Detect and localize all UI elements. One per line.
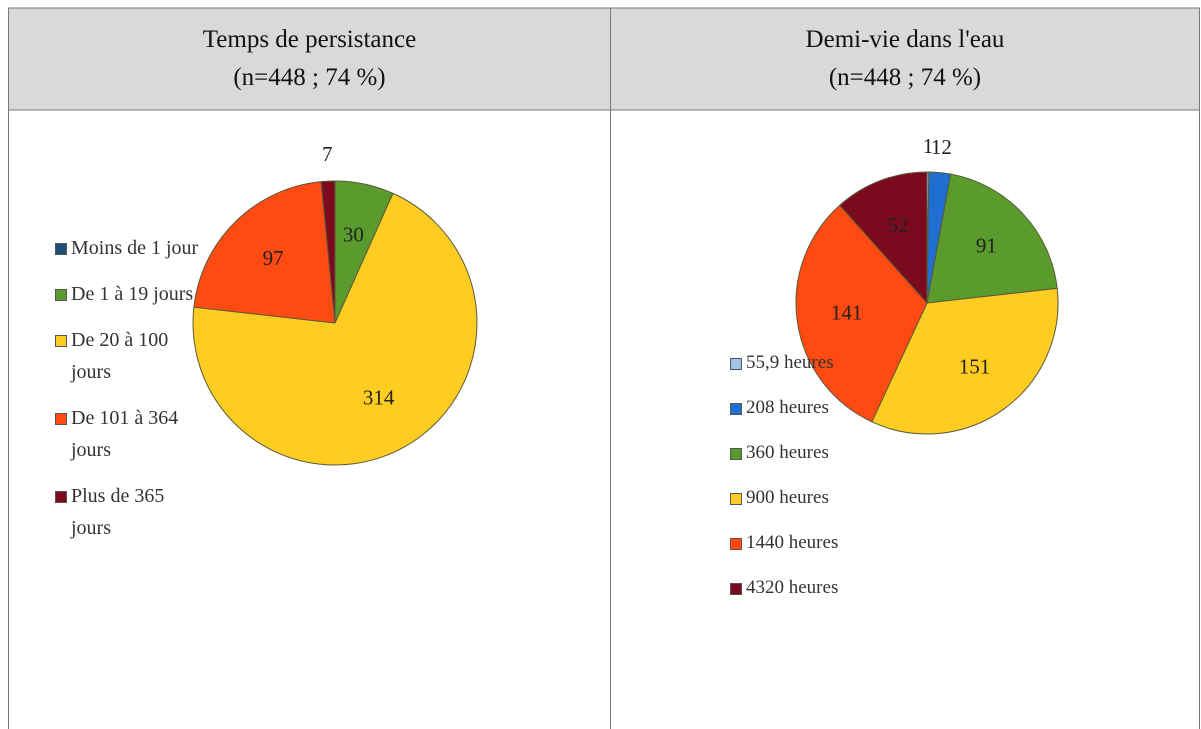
pie-slice [871,287,1059,435]
chart-title: Demi-vie dans l'eau [805,26,1005,53]
legend-swatch [55,289,67,301]
legend-item: 360 heures [730,442,946,464]
legend-item: 55,9 heures [730,352,946,374]
legend-item: Plus de 365 jours [55,480,199,544]
legend-item: De 101 à 364 jours [55,402,199,466]
legend-swatch [55,335,67,347]
legend-label: De 1 à 19 jours [71,283,194,305]
data-label: 7 [322,142,333,166]
legend-swatch [55,413,67,425]
legend-swatch [730,583,742,595]
legend-item: De 1 à 19 jours [55,278,199,310]
legend-swatch [730,493,742,505]
data-label: 1 [923,134,934,158]
legend: 55,9 heures 208 heures 360 heures 900 heure… [730,352,946,622]
legend-label: 1440 heures [746,532,839,553]
legend-label: Plus de 365 jours [71,485,165,539]
legend-label: De 101 à 364 jours [71,407,179,461]
legend-label: 900 heures [746,487,829,508]
data-label: 97 [263,246,284,270]
data-label: 141 [831,301,863,325]
legend-item: 900 heures [730,487,946,509]
pie-slice [839,171,928,305]
legend-label: Moins de 1 jour [71,237,199,259]
legend-label: 55,9 heures [746,352,834,373]
legend-label: 360 heures [746,442,829,463]
pie-slice [192,192,478,466]
legend-swatch [55,491,67,503]
legend-item: 1440 heures [730,532,946,554]
legend-swatch [730,538,742,550]
legend-swatch [55,243,67,255]
pie-slice [193,181,336,324]
legend: Moins de 1 jour De 1 à 19 jours De 20 à 10… [55,232,199,558]
legend-item: De 20 à 100 jours [55,324,199,388]
pie-slice [320,180,336,324]
legend-label: 208 heures [746,397,829,418]
chart-title: Temps de persistance [202,26,417,53]
data-label: 151 [959,355,991,379]
header-cell: Demi-vie dans l'eau (n=448 ; 74 %) [611,8,1199,110]
legend-item: 208 heures [730,397,946,419]
chart-subtitle: (n=448 ; 74 %) [233,64,386,91]
legend-label: De 20 à 100 jours [71,329,169,383]
data-label: 52 [888,213,909,237]
data-label: 30 [343,223,364,247]
legend-label: 4320 heures [746,577,839,598]
data-label: 314 [363,385,395,409]
pie-slice [795,204,928,423]
legend-swatch [730,448,742,460]
data-label: 91 [976,233,997,257]
chart-subtitle: (n=448 ; 74 %) [828,64,982,91]
legend-swatch [730,358,742,370]
pie-slice [926,173,1058,304]
header-cell: Temps de persistance (n=448 ; 74 %) [9,8,610,110]
header-bg [9,8,1200,110]
data-label: 12 [931,135,952,159]
legend-item: 4320 heures [730,577,946,599]
legend-item: Moins de 1 jour [55,232,199,264]
legend-swatch [730,403,742,415]
